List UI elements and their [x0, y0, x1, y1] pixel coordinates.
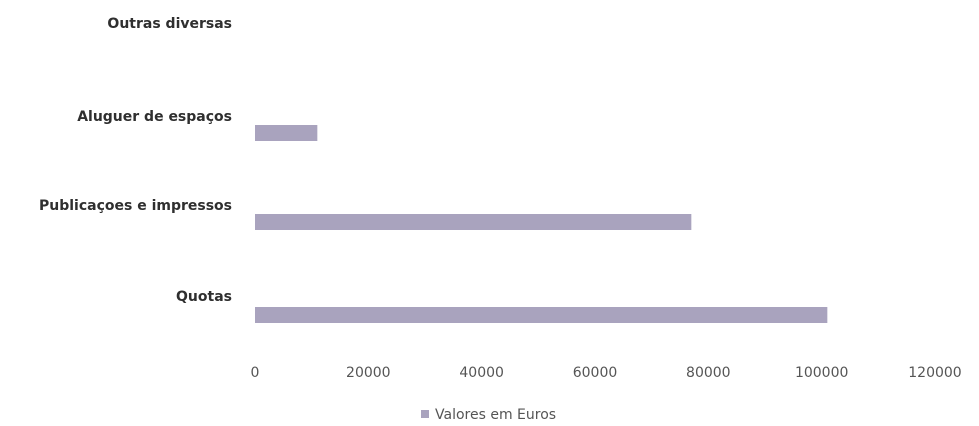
legend-swatch [421, 410, 429, 418]
category-labels: Outras diversas Aluguer de espaços Publica… [39, 16, 232, 305]
x-tick-label-60000: 60000 [573, 365, 618, 381]
bar-quotas [255, 307, 828, 323]
x-tick-label-100000: 100000 [795, 365, 848, 381]
x-tick-label-40000: 40000 [459, 365, 504, 381]
bar-aluguer-de-espacos [255, 125, 318, 141]
category-label-outras-diversas: Outras diversas [107, 16, 232, 32]
bar-publicacoes-e-impressos [255, 214, 692, 230]
x-tick-label-20000: 20000 [346, 365, 391, 381]
legend: Valores em Euros [421, 407, 556, 423]
legend-label-valores-em-euros: Valores em Euros [435, 407, 556, 423]
x-axis-tick-labels: 0 20000 40000 60000 80000 100000 120000 [251, 365, 962, 381]
category-label-aluguer-de-espacos: Aluguer de espaços [77, 109, 232, 125]
x-tick-label-0: 0 [251, 365, 260, 381]
category-label-publicacoes-e-impressos: Publicaçoes e impressos [39, 198, 232, 214]
x-tick-label-80000: 80000 [686, 365, 731, 381]
bars-group [255, 125, 828, 323]
x-tick-label-120000: 120000 [908, 365, 961, 381]
category-label-quotas: Quotas [176, 289, 232, 305]
